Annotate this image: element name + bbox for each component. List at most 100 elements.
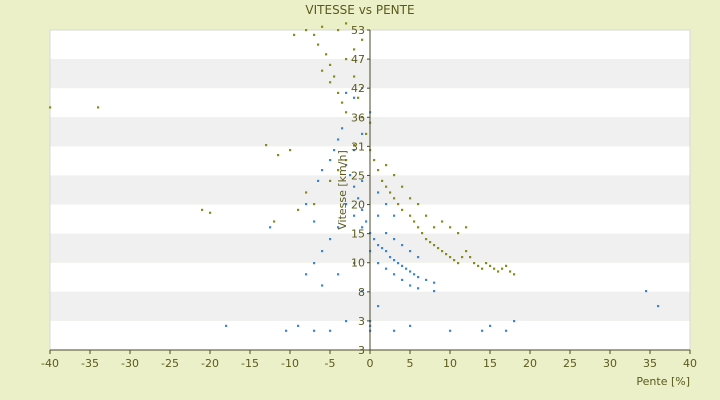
data-point [409, 324, 412, 327]
data-point [437, 247, 440, 250]
data-point [201, 208, 204, 211]
x-tick-label: -15 [241, 357, 259, 370]
data-point [449, 256, 452, 259]
y-tick-label: 25 [351, 169, 365, 182]
data-point [361, 38, 364, 41]
data-point [357, 197, 360, 200]
data-point [377, 262, 380, 265]
data-point [313, 329, 316, 332]
data-point [489, 264, 492, 267]
data-point [97, 106, 100, 109]
data-point [341, 127, 344, 130]
data-point [457, 232, 460, 235]
data-point [393, 259, 396, 262]
data-point [333, 75, 336, 78]
x-tick-label: -10 [281, 357, 299, 370]
data-point [433, 281, 436, 284]
data-point [473, 262, 476, 265]
data-point [409, 270, 412, 273]
y-tick-label: 3 [358, 344, 365, 357]
data-point [377, 244, 380, 247]
data-point [321, 250, 324, 253]
y-axis-ticks: 3 3 8 10 15 20 25 31 36 42 47 53 [351, 24, 370, 357]
x-tick-label: 25 [563, 357, 577, 370]
data-point [433, 290, 436, 293]
data-point [393, 174, 396, 177]
data-point [513, 320, 516, 323]
data-point [345, 164, 348, 167]
x-axis-label: Pente [%] [636, 375, 690, 388]
data-point [305, 203, 308, 206]
data-point [277, 154, 280, 157]
data-point [389, 256, 392, 259]
data-point [377, 214, 380, 217]
data-point [381, 179, 384, 182]
data-point [425, 238, 428, 241]
data-point [389, 191, 392, 194]
data-point [289, 149, 292, 152]
data-point [401, 185, 404, 188]
data-point [489, 324, 492, 327]
data-point [269, 226, 272, 229]
data-point [321, 284, 324, 287]
data-point [345, 320, 348, 323]
data-point [305, 273, 308, 276]
y-tick-label: 3 [358, 315, 365, 328]
x-tick-label: 40 [683, 357, 697, 370]
data-point [485, 262, 488, 265]
x-tick-label: -5 [325, 357, 336, 370]
data-point [401, 244, 404, 247]
data-point [421, 232, 424, 235]
data-point [657, 305, 660, 308]
data-point [397, 262, 400, 265]
data-point [325, 53, 328, 56]
data-point [321, 69, 324, 72]
data-point [345, 203, 348, 206]
data-point [429, 241, 432, 244]
y-tick-label: 31 [351, 140, 365, 153]
y-tick-label: 42 [351, 82, 365, 95]
data-point [461, 256, 464, 259]
data-point [385, 185, 388, 188]
data-point [417, 256, 420, 259]
data-point [409, 197, 412, 200]
data-point [417, 276, 420, 279]
y-tick-label: 47 [351, 53, 365, 66]
data-point [493, 267, 496, 270]
data-point [313, 33, 316, 36]
y-tick-label: 8 [358, 286, 365, 299]
data-point [321, 169, 324, 172]
data-point [313, 220, 316, 223]
data-point [481, 267, 484, 270]
x-tick-label: 20 [523, 357, 537, 370]
data-point [505, 329, 508, 332]
data-point [393, 214, 396, 217]
data-point [297, 208, 300, 211]
data-point [337, 29, 340, 32]
x-tick-label: 35 [643, 357, 657, 370]
data-point [361, 226, 364, 229]
data-point [357, 96, 360, 99]
data-point [209, 211, 212, 214]
data-point [457, 262, 460, 265]
data-point [417, 226, 420, 229]
data-point [509, 270, 512, 273]
data-point [353, 214, 356, 217]
data-point [401, 208, 404, 211]
data-point [393, 197, 396, 200]
data-point [481, 329, 484, 332]
data-point [361, 208, 364, 211]
data-point [305, 191, 308, 194]
data-point [377, 169, 380, 172]
y-tick-label: 20 [351, 199, 365, 212]
data-point [441, 220, 444, 223]
data-point [413, 220, 416, 223]
data-point [345, 111, 348, 114]
data-point [329, 81, 332, 84]
data-point [401, 264, 404, 267]
data-points [49, 22, 660, 332]
x-tick-label: 15 [483, 357, 497, 370]
data-point [409, 250, 412, 253]
data-point [393, 273, 396, 276]
